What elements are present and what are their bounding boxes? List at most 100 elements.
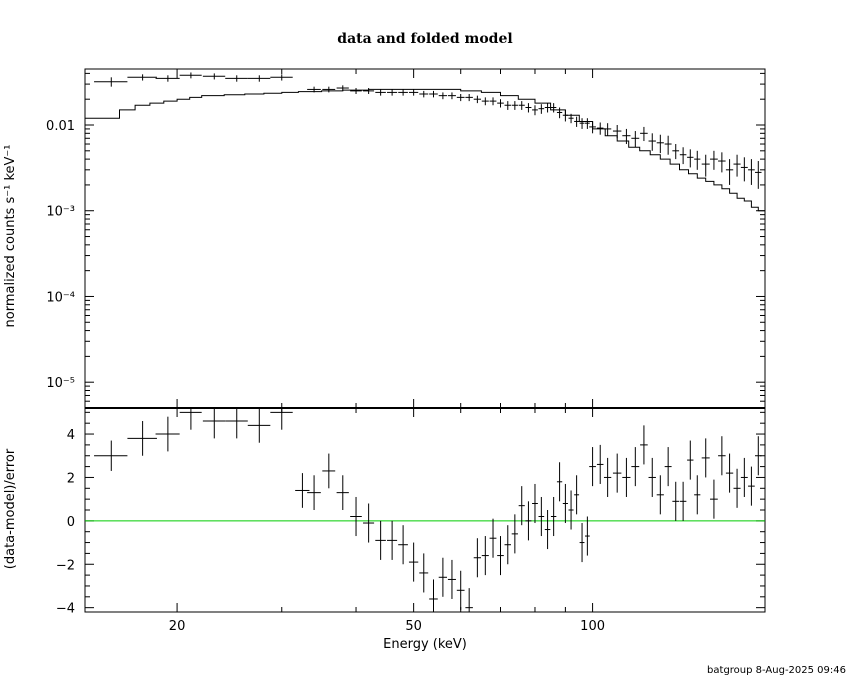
- data-point: [648, 133, 656, 151]
- residual-point: [596, 444, 604, 484]
- data-point: [375, 89, 386, 96]
- data-point: [733, 154, 741, 177]
- data-point: [701, 154, 710, 177]
- data-point: [532, 105, 538, 116]
- data-point: [664, 135, 672, 155]
- residual-point: [550, 496, 557, 537]
- residual-point: [179, 408, 202, 430]
- data-point: [603, 123, 612, 136]
- residual-point: [574, 475, 580, 515]
- data-point: [473, 95, 481, 104]
- data-point: [438, 92, 448, 100]
- data-point: [740, 157, 748, 182]
- chart-title: data and folded model: [337, 31, 512, 47]
- top-panel: 0.01 10⁻³ 10⁻⁴ 10⁻⁵: [46, 68, 766, 409]
- residual-point: [562, 483, 568, 524]
- data-point: [456, 93, 465, 102]
- residual-point: [398, 525, 408, 565]
- residual-point: [408, 542, 419, 582]
- residual-point: [656, 475, 664, 515]
- residual-point: [447, 559, 456, 599]
- data-point: [504, 101, 511, 110]
- data-point: [640, 126, 648, 142]
- data-point: [589, 121, 596, 134]
- data-point: [398, 89, 408, 96]
- residual-point: [710, 479, 718, 519]
- residual-point: [622, 457, 631, 497]
- data-point: [179, 72, 202, 79]
- data-point: [322, 86, 336, 93]
- data-point: [579, 118, 585, 129]
- data-point: [748, 159, 755, 185]
- residual-point: [612, 453, 622, 493]
- top-plot-frame: [84, 68, 766, 409]
- top-y-axis-label: normalized counts s⁻¹ keV⁻¹: [3, 145, 18, 328]
- residual-point: [336, 475, 349, 510]
- data-point: [350, 88, 362, 94]
- residual-point: [511, 514, 518, 554]
- data-point: [687, 149, 694, 168]
- residual-point: [94, 440, 128, 471]
- residual-point: [504, 525, 511, 565]
- data-point: [672, 144, 680, 160]
- data-point: [94, 77, 128, 87]
- data-point: [408, 89, 419, 96]
- data-point: [447, 92, 456, 100]
- residual-point: [419, 553, 429, 593]
- residual-point: [740, 457, 748, 497]
- data-point: [544, 103, 551, 113]
- data-point: [525, 103, 532, 113]
- residual-point: [538, 496, 545, 537]
- residual-point: [225, 408, 248, 439]
- data-point: [489, 97, 497, 106]
- x-tick-label: 50: [405, 619, 422, 634]
- residual-point: [295, 473, 310, 508]
- residual-point: [694, 475, 701, 515]
- x-tick-label: 100: [580, 619, 605, 634]
- data-point: [596, 122, 604, 135]
- residual-point: [489, 518, 497, 558]
- y-tick-label: 10⁻⁴: [46, 290, 75, 305]
- data-point: [270, 74, 293, 81]
- residual-point: [307, 475, 321, 510]
- residual-point: [525, 501, 532, 541]
- data-point: [612, 125, 622, 139]
- residual-point: [648, 457, 656, 497]
- data-point: [694, 150, 701, 170]
- residual-point: [456, 570, 465, 610]
- model-step-line: [85, 88, 765, 212]
- residual-point: [247, 408, 271, 443]
- y-tick-label: −2: [56, 558, 75, 573]
- residual-point: [473, 538, 481, 578]
- data-point: [656, 134, 664, 154]
- data-point: [584, 118, 590, 129]
- data-point: [336, 85, 349, 91]
- residual-point: [387, 520, 398, 560]
- data-point: [518, 101, 525, 110]
- residual-point: [755, 436, 762, 476]
- data-point: [419, 90, 429, 98]
- residual-point: [664, 447, 672, 487]
- data-point: [429, 90, 438, 98]
- residual-point: [589, 447, 596, 487]
- residual-point: [438, 557, 448, 597]
- residual-point: [497, 536, 504, 576]
- residual-point: [631, 447, 640, 487]
- residual-point: [155, 416, 180, 452]
- footer-stamp: batgroup 8-Aug-2025 09:46: [707, 665, 846, 676]
- data-point: [725, 159, 734, 185]
- data-point: [225, 75, 248, 82]
- residual-point: [544, 510, 551, 550]
- x-axis-label: Energy (keV): [383, 637, 467, 652]
- residual-point: [481, 536, 489, 576]
- y-tick-label: 0: [67, 515, 75, 530]
- residual-point: [584, 516, 590, 556]
- residual-point: [640, 425, 648, 465]
- residual-point: [672, 481, 680, 521]
- data-point: [562, 109, 568, 122]
- y-tick-label: 10⁻³: [46, 205, 75, 220]
- data-point: [127, 74, 157, 81]
- data-point: [755, 161, 762, 189]
- data-point: [387, 89, 398, 96]
